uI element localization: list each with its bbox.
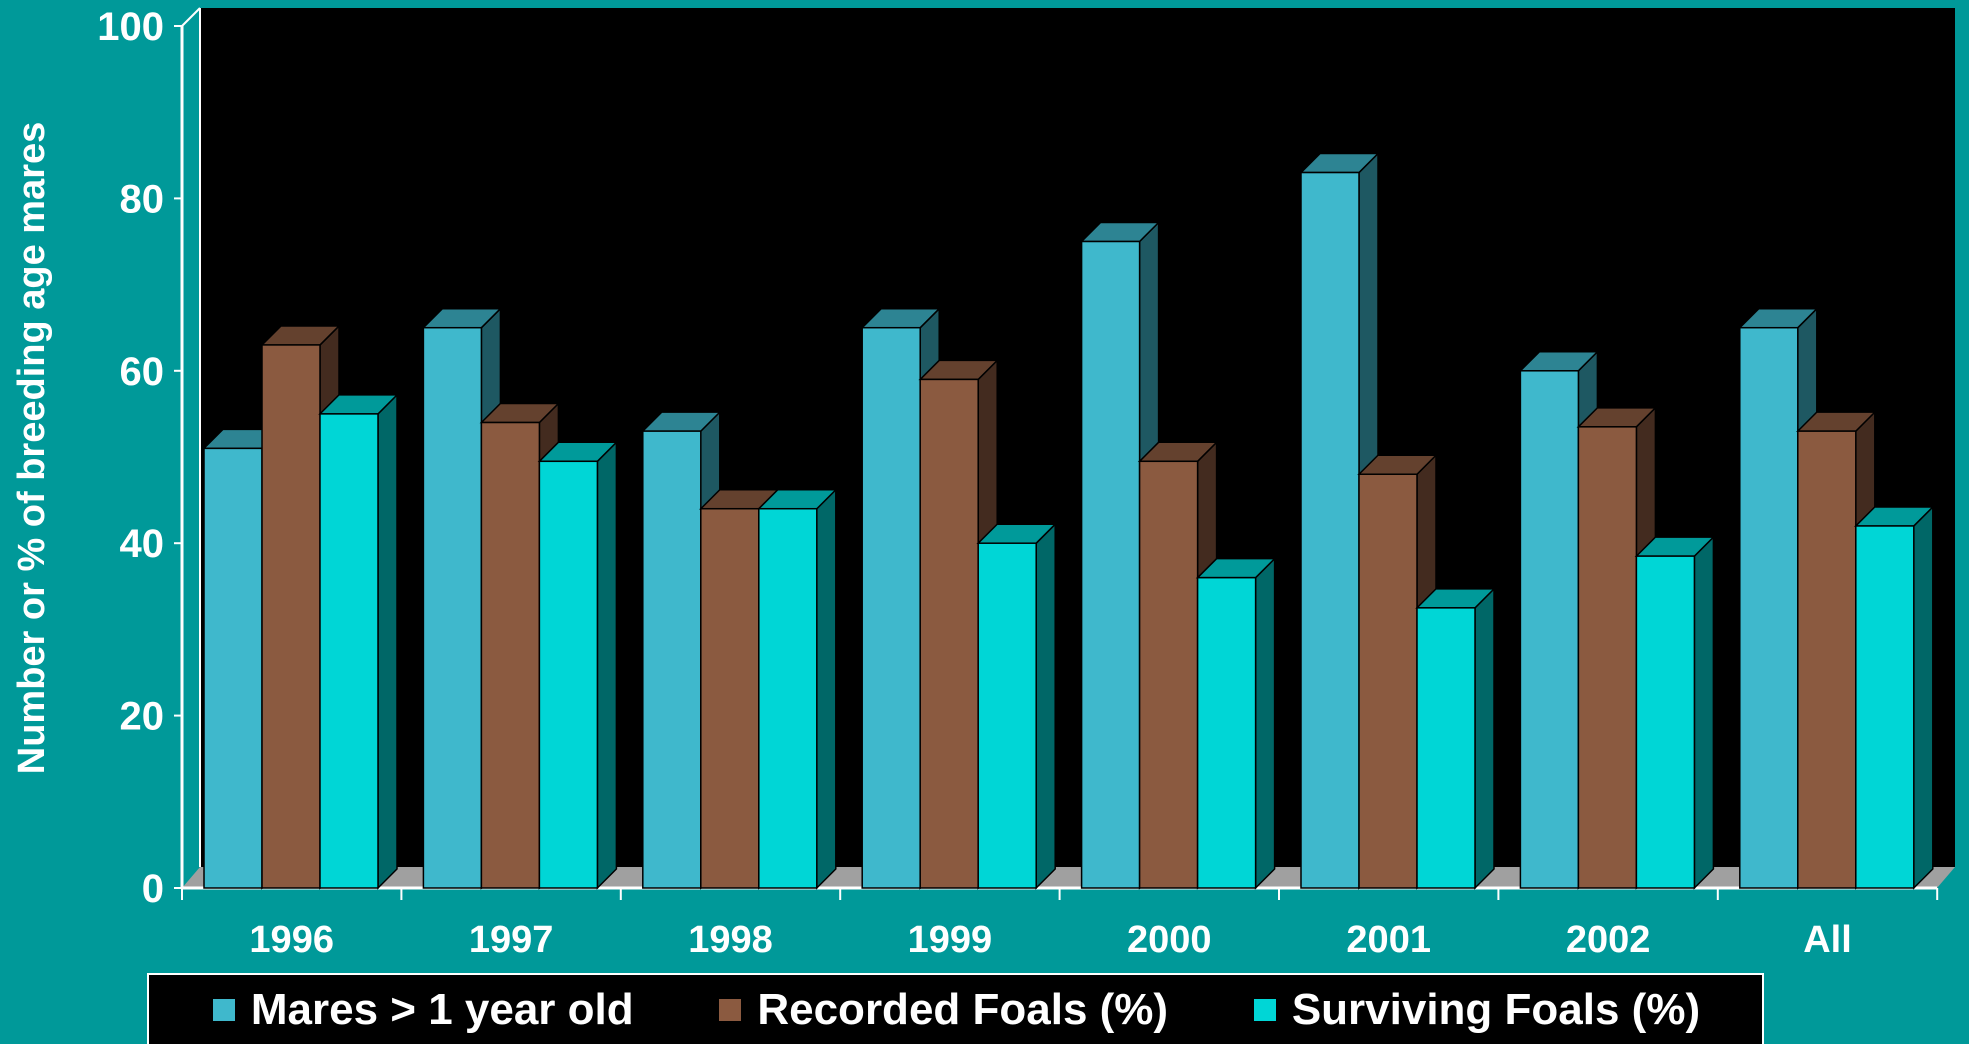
x-tick-label: 1998: [688, 919, 773, 961]
x-axis-ticks: 1996 1997 1998 1999 2000 2001 2002 All: [181, 888, 1939, 961]
bar-front-face: [422, 326, 483, 889]
legend: Mares > 1 year old Recorded Foals (%) Surv…: [147, 973, 1764, 1044]
y-tick-label: 100: [97, 5, 164, 49]
y-axis-ticks: 0 20 40 60 80 100: [97, 5, 182, 911]
bar-front-face: [1635, 555, 1696, 889]
bar: [1853, 505, 1935, 890]
bar: [537, 440, 619, 890]
bar-front-face: [538, 460, 599, 889]
legend-swatch: [1251, 996, 1278, 1023]
legend-item: Mares > 1 year old: [210, 984, 634, 1035]
bar-side-face: [1693, 535, 1715, 890]
y-axis-label: Number or % of breeding age mares: [11, 122, 53, 775]
y-axis-depth-top: [181, 7, 201, 27]
bar: [756, 487, 838, 890]
bar-front-face: [1080, 240, 1141, 889]
bar-front-face: [319, 413, 379, 889]
bars-layer: [202, 151, 1935, 890]
bar-front-face: [700, 507, 760, 889]
bar-front-face: [1797, 430, 1857, 889]
x-tick-label: 1997: [469, 919, 554, 961]
bar-front-face: [977, 542, 1037, 889]
bar-side-face: [596, 440, 618, 890]
x-tick-label: 2001: [1346, 919, 1431, 961]
bar-front-face: [1358, 473, 1418, 889]
bar-front-face: [1855, 525, 1915, 889]
x-tick-label: 2002: [1566, 919, 1651, 961]
bar-front-face: [1416, 607, 1476, 889]
bar-front-face: [480, 421, 541, 889]
bar-front-face: [261, 344, 321, 889]
legend-swatch: [717, 996, 744, 1023]
legend-swatch: [210, 996, 237, 1023]
x-tick-label: 2000: [1127, 919, 1212, 961]
bar-front-face: [203, 447, 263, 889]
legend-label: Mares > 1 year old: [250, 984, 634, 1034]
plot-floor: [182, 867, 1955, 888]
bar-side-face: [1474, 587, 1495, 890]
plot-back-wall: [200, 8, 1955, 867]
bar: [1634, 535, 1716, 890]
x-tick-label: 1996: [249, 919, 334, 961]
bar-side-face: [1035, 522, 1056, 890]
legend-item: Surviving Foals (%): [1251, 984, 1701, 1035]
x-tick-label: 1999: [908, 919, 993, 961]
bar: [1415, 587, 1496, 890]
y-tick-label: 0: [142, 867, 164, 911]
y-tick-label: 20: [120, 695, 165, 739]
bar-front-face: [1519, 370, 1580, 889]
bar: [1195, 556, 1277, 890]
bar-front-face: [1138, 460, 1199, 889]
y-tick-label: 80: [120, 177, 165, 221]
bar-side-face: [1913, 505, 1934, 890]
bar-front-face: [1577, 426, 1638, 889]
bar: [976, 522, 1058, 890]
bar-front-face: [919, 378, 979, 889]
bar-front-face: [1739, 326, 1799, 889]
y-tick-label: 40: [120, 522, 165, 566]
bar: [318, 393, 399, 890]
bar-side-face: [816, 487, 837, 890]
bar-front-face: [642, 430, 702, 889]
bar-front-face: [861, 326, 921, 889]
bar-front-face: [1300, 171, 1360, 889]
y-tick-label: 60: [120, 350, 165, 394]
x-tick-label: All: [1803, 919, 1852, 961]
legend-label: Recorded Foals (%): [757, 984, 1169, 1034]
bar-front-face: [1196, 576, 1257, 889]
bar-front-face: [758, 507, 818, 889]
legend-item: Recorded Foals (%): [717, 985, 1168, 1035]
bar-side-face: [1254, 556, 1276, 890]
bar-side-face: [377, 393, 398, 890]
legend-label: Surviving Foals (%): [1291, 984, 1701, 1034]
